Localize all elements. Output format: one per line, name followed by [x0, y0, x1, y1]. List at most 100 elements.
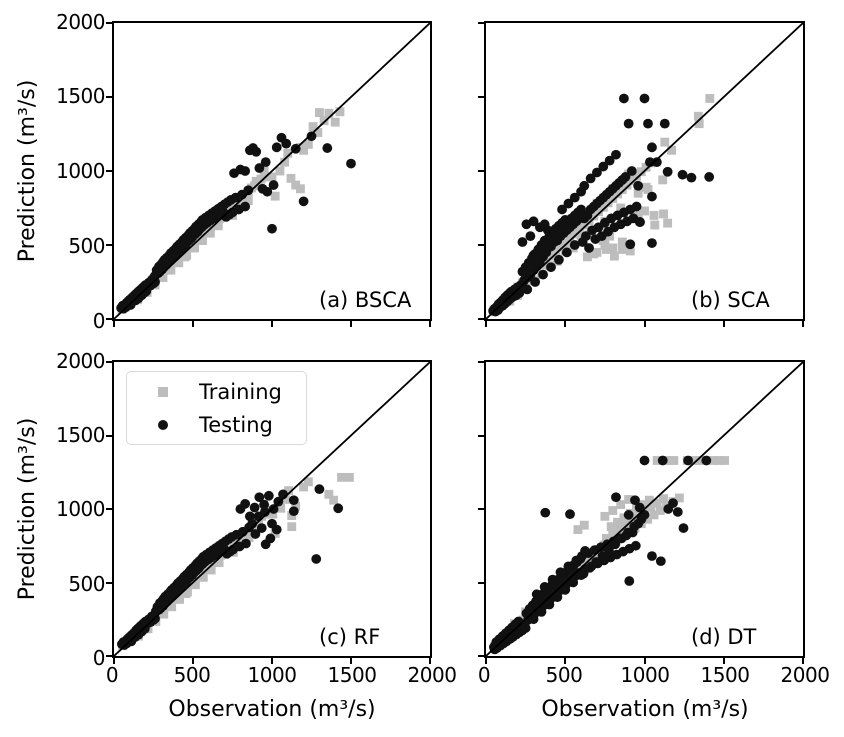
y-tick-label: 2000 — [56, 10, 105, 34]
scatter-point-testing — [560, 584, 571, 595]
scatter-point-testing — [563, 198, 574, 209]
scatter-point-training — [570, 229, 580, 239]
y-axis-tick — [478, 22, 484, 24]
scatter-point-testing — [576, 204, 587, 215]
scatter-point-testing — [528, 614, 539, 625]
scatter-point-training — [303, 477, 313, 487]
scatter-point-training — [616, 203, 626, 213]
scatter-point-training — [551, 247, 561, 257]
x-tick-label: 500 — [545, 663, 583, 687]
scatter-point-training — [695, 456, 705, 465]
scatter-point-training — [608, 193, 618, 203]
scatter-point-testing — [584, 243, 594, 253]
scatter-point-testing — [552, 592, 563, 603]
scatter-point-testing — [322, 143, 333, 153]
scatter-point-training — [330, 117, 340, 127]
panel-d-dt: (d) DT — [478, 360, 805, 664]
scatter-point-testing — [568, 577, 579, 588]
y-axis-tick — [106, 170, 112, 172]
y-axis-tick — [106, 361, 112, 363]
scatter-point-testing — [647, 551, 657, 561]
scatter-point-training — [633, 188, 643, 198]
y-tick-label: 0 — [92, 309, 106, 333]
scatter-point-training — [181, 589, 191, 598]
panel-a-bsca: (a) BSCA — [106, 21, 432, 327]
scatter-point-testing — [256, 523, 267, 533]
scatter-point-training — [617, 245, 627, 254]
scatter-point-training — [198, 572, 208, 582]
identity-line — [114, 23, 430, 319]
scatter-point-testing — [530, 277, 541, 287]
scatter-point-testing — [520, 623, 531, 633]
y-tick-label: 1000 — [56, 159, 105, 183]
scatter-point-testing — [533, 254, 544, 265]
scatter-point-testing — [647, 238, 657, 248]
scatter-point-testing — [651, 157, 662, 168]
x-axis-tick — [485, 658, 487, 664]
scatter-point-testing — [311, 554, 322, 564]
scatter-point-testing — [580, 231, 591, 242]
scatter-point-training — [608, 506, 618, 515]
x-axis-tick — [350, 321, 352, 327]
scatter-point-training — [624, 495, 634, 504]
scatter-point-training — [609, 251, 619, 261]
scatter-point-testing — [662, 166, 673, 177]
scatter-point-training — [284, 486, 294, 496]
scatter-point-training — [614, 525, 624, 534]
panel-label-d: (d) DT — [691, 625, 757, 649]
scatter-point-testing — [611, 180, 621, 191]
scatter-point-training — [646, 503, 656, 512]
scatter-point-training — [344, 472, 354, 482]
scatter-point-training — [303, 139, 313, 149]
x-axis-tick — [722, 658, 725, 664]
legend-box: Training Testing — [126, 371, 307, 445]
scatter-point-training — [617, 237, 627, 247]
scatter-point-testing — [552, 235, 563, 246]
scatter-point-training — [299, 145, 309, 155]
scatter-point-testing — [616, 533, 627, 544]
scatter-point-training — [617, 185, 627, 194]
scatter-point-training — [667, 145, 677, 155]
scatter-point-testing — [268, 504, 279, 514]
scatter-point-training — [663, 218, 673, 228]
scatter-point-testing — [623, 118, 634, 129]
scatter-canvas-b — [486, 23, 803, 319]
x-axis-tick — [722, 321, 725, 327]
y-axis-tick — [106, 434, 112, 437]
y-axis-tick — [478, 434, 484, 437]
scatter-point-testing — [561, 247, 572, 258]
scatter-point-testing — [647, 142, 657, 153]
scatter-point-testing — [251, 146, 262, 157]
scatter-point-testing — [631, 201, 642, 212]
scatter-point-testing — [333, 503, 344, 514]
scatter-point-training — [632, 171, 642, 181]
scatter-point-training — [296, 184, 305, 194]
scatter-point-training — [589, 249, 599, 259]
scatter-point-testing — [560, 222, 571, 233]
scatter-point-training — [583, 252, 592, 262]
scatter-point-testing — [598, 192, 609, 203]
scatter-point-training — [660, 137, 670, 147]
y-tick-label: 500 — [68, 572, 105, 596]
scatter-point-testing — [298, 196, 309, 207]
x-axis-tick — [192, 658, 194, 664]
scatter-point-testing — [540, 507, 551, 518]
x-tick-label: 1000 — [620, 663, 670, 687]
scatter-point-training — [705, 94, 715, 103]
scatter-point-training — [644, 495, 654, 505]
scatter-point-testing — [254, 492, 265, 503]
scatter-point-training — [575, 225, 584, 234]
scatter-point-testing — [555, 567, 566, 578]
scatter-point-training — [659, 209, 668, 219]
scatter-point-testing — [542, 225, 553, 236]
scatter-point-training — [565, 233, 575, 243]
scatter-point-training — [622, 180, 632, 190]
scatter-point-training — [556, 242, 565, 252]
scatter-point-testing — [683, 455, 694, 466]
x-tick-label: 1500 — [700, 663, 750, 687]
scatter-point-training — [166, 265, 176, 275]
scatter-point-training — [259, 166, 269, 176]
legend-item-training: Training — [127, 379, 306, 405]
scatter-point-training — [243, 196, 253, 206]
